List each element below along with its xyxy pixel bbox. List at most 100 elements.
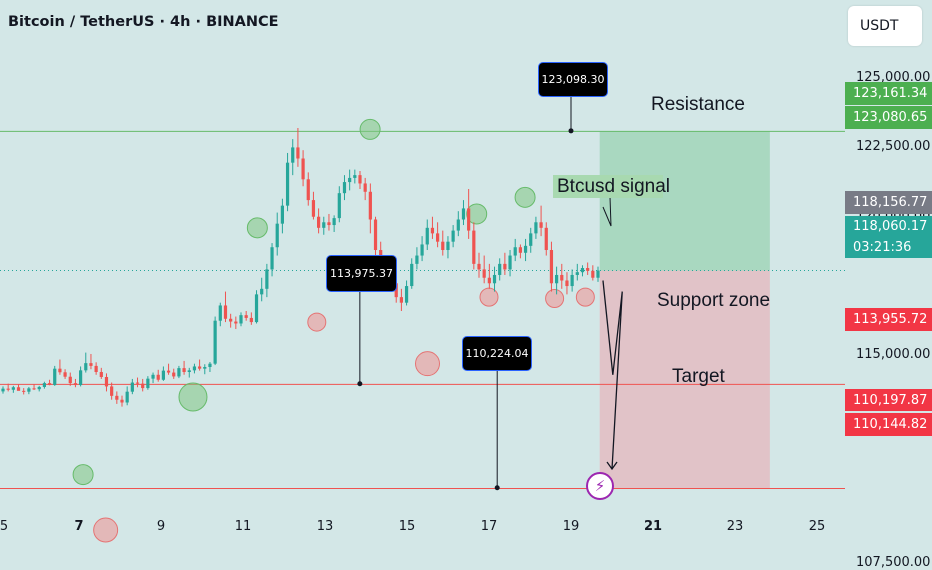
candle-body	[337, 193, 341, 219]
candle	[575, 263, 579, 281]
x-axis-tick: 21	[643, 519, 663, 534]
price-tag-support: 113,955.72	[845, 308, 932, 331]
x-axis-tick: 19	[562, 519, 580, 534]
candle	[306, 172, 310, 206]
candle-body	[498, 263, 502, 275]
candle	[182, 360, 186, 375]
candle-body	[523, 245, 528, 253]
swing-low-marker	[575, 287, 595, 307]
currency-selector[interactable]: USDT	[848, 6, 922, 46]
x-axis-tick: 15	[398, 519, 416, 534]
candle	[415, 247, 419, 270]
candle-body	[301, 158, 305, 180]
candle-body	[265, 269, 269, 289]
callout-point	[357, 381, 363, 387]
support-zone-label: Support zone	[657, 290, 771, 311]
candle-body	[156, 374, 160, 380]
candle	[570, 269, 574, 292]
price-tag-upper-1: 123,161.34	[845, 82, 932, 105]
candle	[234, 316, 238, 330]
btcusd-signal-label: Btcusd signal	[553, 175, 670, 198]
candle	[534, 216, 538, 239]
candle-body	[539, 222, 543, 228]
candle	[441, 230, 445, 256]
candle	[79, 366, 83, 387]
candle-body	[291, 147, 295, 163]
candle-body	[125, 391, 129, 403]
candle	[68, 372, 72, 386]
candle	[94, 362, 98, 375]
candle-body	[570, 274, 574, 287]
chart-title: Bitcoin / TetherUS · 4h · BINANCE	[8, 14, 279, 30]
projection-path	[602, 280, 623, 470]
candle-body	[135, 382, 140, 384]
markers-layer	[72, 118, 595, 543]
candle	[208, 362, 212, 373]
candle	[99, 367, 103, 379]
candle-body	[348, 177, 352, 183]
candle-body	[425, 227, 429, 245]
candle	[265, 263, 269, 298]
price-tag-countdown: 03:21:36	[845, 236, 932, 258]
candle	[141, 378, 145, 392]
price-chart[interactable]	[0, 0, 932, 550]
candle-body	[467, 208, 471, 231]
candle	[301, 150, 305, 187]
candle	[503, 252, 507, 275]
candle-body	[591, 270, 595, 278]
candle-body	[317, 216, 321, 228]
candle	[492, 266, 497, 292]
annotation-layer	[357, 97, 623, 491]
candle	[125, 386, 129, 406]
candle	[63, 369, 67, 379]
swing-high-marker	[466, 203, 488, 225]
candle-body	[492, 274, 497, 284]
support-zone	[599, 270, 770, 489]
candle-body	[229, 318, 233, 322]
candle	[229, 313, 233, 328]
candle-body	[239, 315, 243, 324]
candle	[192, 363, 197, 374]
candle-body	[518, 247, 522, 253]
resistance-label: Resistance	[651, 94, 745, 115]
price-tag-last: 118,060.17	[845, 216, 932, 236]
candle-body	[586, 268, 590, 271]
candle	[332, 215, 336, 232]
candle-body	[234, 321, 238, 324]
levels-layer	[0, 130, 845, 490]
candle	[151, 372, 155, 384]
candle-body	[218, 305, 222, 321]
candle-body	[177, 368, 181, 377]
candle	[555, 266, 559, 295]
candle-body	[472, 230, 476, 264]
candle	[249, 312, 253, 325]
candle	[363, 177, 367, 201]
candle	[22, 388, 26, 395]
candle-body	[63, 372, 67, 377]
candle-body	[27, 388, 31, 392]
candle	[311, 191, 316, 220]
candle-body	[296, 147, 300, 159]
candle	[482, 255, 486, 284]
candle-body	[187, 370, 191, 373]
candle	[203, 364, 207, 375]
candle	[368, 183, 372, 234]
candle-body	[358, 175, 362, 184]
candle	[498, 258, 502, 281]
candle-body	[182, 368, 186, 373]
candle	[89, 353, 93, 370]
candle	[285, 152, 290, 212]
candle-body	[37, 386, 41, 390]
candle-body	[260, 288, 264, 295]
candle-body	[415, 255, 419, 264]
lightning-icon[interactable]: ⚡︎	[586, 472, 614, 500]
candle-body	[399, 297, 403, 303]
candle	[436, 222, 440, 248]
candle	[42, 381, 46, 389]
x-axis-tick: 25	[808, 519, 826, 534]
candle-body	[513, 247, 517, 256]
candle	[456, 211, 460, 237]
candle	[487, 263, 491, 289]
candle	[198, 359, 202, 371]
candle	[172, 368, 176, 379]
